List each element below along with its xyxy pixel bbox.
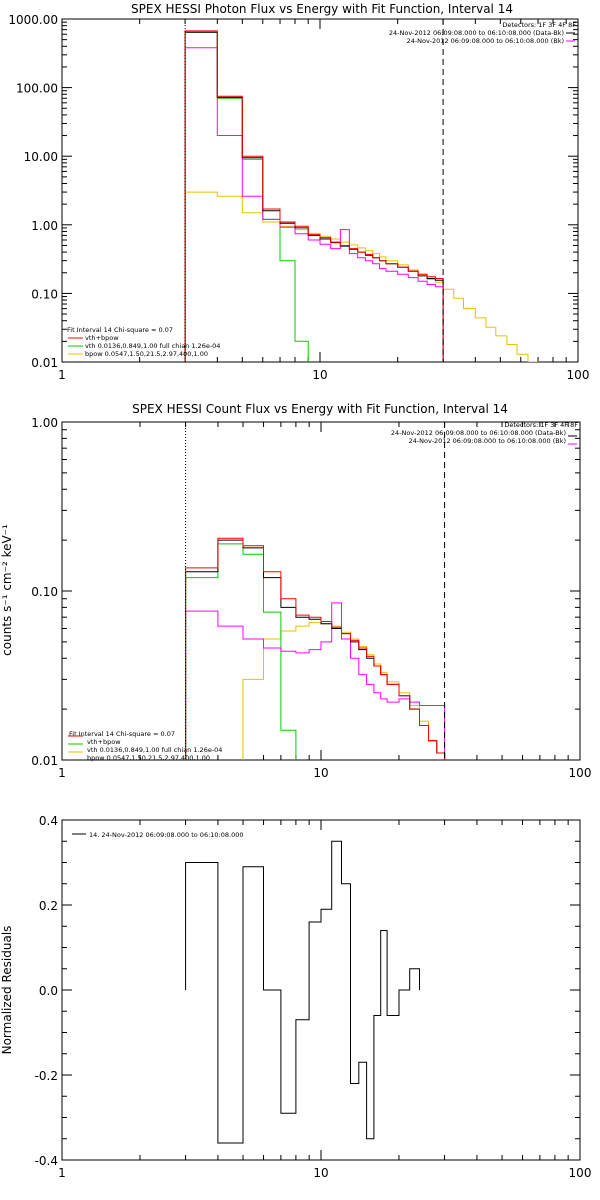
photon-flux-panel: SPEX HESSI Photon Flux vs Energy with Fi… — [8, 2, 590, 382]
x-tick-label: 100 — [569, 766, 592, 780]
series-bk — [184, 47, 444, 362]
x-tick-label: 10 — [313, 1166, 328, 1180]
legend-bk: 24-Nov-2012 06:09:08.000 to 06:10:08.000… — [409, 437, 566, 445]
legend-fit: Fit Interval 14 Chi-square = 0.07 — [69, 730, 175, 738]
series-group — [185, 840, 420, 1144]
y-tick-label: 0.10 — [31, 287, 58, 301]
series-vth-bpow — [184, 30, 444, 362]
y-tick-label: 1.00 — [31, 416, 58, 430]
x-tick-label: 100 — [569, 1166, 592, 1180]
legend-bottom-left: Fit Interval 14 Chi-square = 0.07 vth+bp… — [69, 730, 222, 762]
x-tick-label: 10 — [312, 368, 327, 382]
y-tick-label: -0.4 — [35, 1154, 58, 1168]
y-tick-label: 0.0 — [39, 984, 58, 998]
legend-data-bk: 24-Nov-2012 06:09:08.000 to 06:10:08.000… — [389, 29, 564, 37]
y-tick-label: 100.00 — [16, 82, 58, 96]
legend-fit: Fit Interval 14 Chi-square = 0.07 — [67, 326, 173, 334]
x-axis: 1 10 100 — [58, 820, 591, 1180]
y-tick-label: 1000.00 — [8, 13, 58, 27]
legend-top-left: 14. 24-Nov-2012 06:09:08.000 to 06:10:08… — [89, 831, 243, 839]
legend-total: vth+bpow — [85, 334, 119, 342]
legend-top-right: Detectors: 1F 3F 4F 8F 24-Nov-2012 06:09… — [391, 421, 578, 445]
series-group — [185, 537, 446, 760]
x-tick-label: 1 — [58, 1166, 66, 1180]
series-14-24-nov-2012-06-09-08-000-to-06-10-08-000 — [185, 840, 420, 1144]
series-vth-bpow — [185, 537, 446, 760]
y-axis: -0.4 -0.2 0.0 0.2 0.4 — [35, 814, 580, 1168]
legend-interval: 14. 24-Nov-2012 06:09:08.000 to 06:10:08… — [89, 831, 243, 839]
chart-title: SPEX HESSI Count Flux vs Energy with Fit… — [132, 402, 508, 416]
y-axis: 0.01 0.10 1.00 10.00 100.00 1000.00 — [8, 13, 578, 370]
legend-bpow: bpow 0.0547,1.50,21.5,2.97,400,1.00 — [87, 754, 210, 762]
legend-detectors: Detectors: 1F 3F 4F 8F — [504, 421, 578, 429]
legend-bk: 24-Nov-2012 06:09:08.000 to 06:10:08.000… — [407, 37, 564, 45]
x-tick-label: 100 — [567, 368, 590, 382]
legend-data-bk: 24-Nov-2012 06:09:08.000 to 06:10:08.000… — [391, 429, 566, 437]
y-axis-label: Normalized Residuals — [0, 926, 14, 1055]
series-bpow — [242, 622, 446, 760]
y-tick-label: 0.10 — [31, 585, 58, 599]
y-tick-label: 0.01 — [31, 356, 58, 370]
chart-title: SPEX HESSI Photon Flux vs Energy with Fi… — [131, 2, 513, 16]
x-tick-label: 1 — [58, 766, 66, 780]
legend-bpow: bpow 0.0547,1.50,21.5,2.97,400,1.00 — [85, 350, 208, 358]
y-axis-label: counts s⁻¹ cm⁻² keV⁻¹ — [0, 524, 14, 656]
y-tick-label: 10.00 — [24, 150, 58, 164]
count-flux-panel: SPEX HESSI Count Flux vs Energy with Fit… — [0, 402, 591, 780]
residuals-panel: Normalized Residuals 14. 24-Nov-2012 06:… — [0, 814, 591, 1180]
legend-vth: vth 0.0136,0.849,1.00 full chian 1.26e-0… — [85, 342, 220, 350]
x-axis: 1 10 100 — [58, 422, 591, 780]
x-tick-label: 1 — [58, 368, 66, 382]
series-group — [184, 30, 539, 362]
legend-bottom-left: Fit Interval 14 Chi-square = 0.07 vth+bp… — [67, 326, 220, 358]
legend-top-right: Detectors: 1F 3F 4F 8F 24-Nov-2012 06:09… — [389, 21, 576, 45]
y-tick-label: -0.2 — [35, 1069, 58, 1083]
y-tick-label: 0.4 — [39, 814, 58, 828]
y-tick-label: 0.2 — [39, 899, 58, 913]
legend-swatches — [68, 435, 577, 753]
y-tick-label: 0.01 — [31, 754, 58, 768]
x-tick-label: 10 — [313, 766, 328, 780]
legend-swatches — [68, 32, 575, 355]
legend-vth: vth 0.0136,0.849,1.00 full chian 1.26e-0… — [87, 746, 222, 754]
y-axis: 0.01 0.10 1.00 — [31, 416, 580, 768]
y-tick-label: 1.00 — [31, 219, 58, 233]
legend-total: vth+bpow — [87, 738, 121, 746]
legend-detectors: Detectors: 1F 3F 4F 8F — [502, 21, 576, 29]
